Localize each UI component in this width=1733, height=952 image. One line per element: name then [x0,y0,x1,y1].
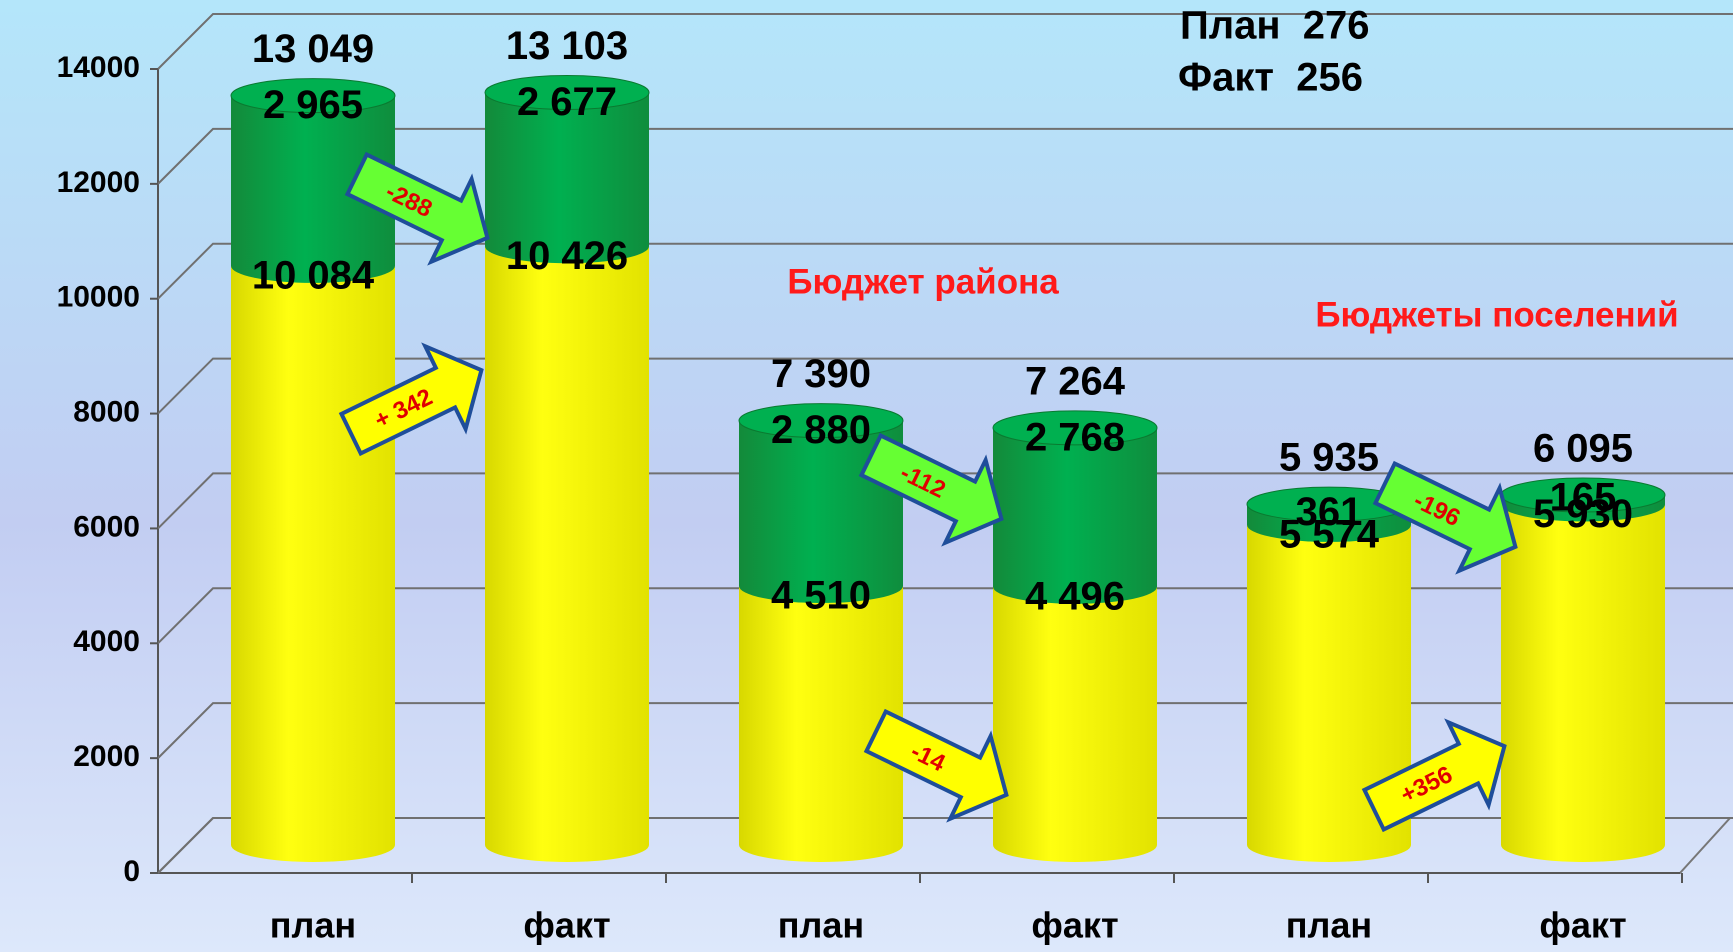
segment-label: 2 965 [263,83,363,127]
total-label: 13 103 [506,24,628,68]
arrow-shape [344,151,490,266]
bar-segment [1501,504,1665,845]
change-arrow: -14 [863,708,1009,823]
y-tick-label: 12000 [57,166,140,199]
bar-segment [485,92,649,247]
segment-label: 5 574 [1279,512,1380,556]
grid-line [157,817,1733,874]
x-tick-label: факт [523,905,610,946]
y-tick-label: 6000 [73,510,140,543]
total-label: 7 390 [771,352,871,396]
segment-label: 2 677 [517,80,617,124]
arrow-shape [338,342,484,457]
bar-top [484,75,650,111]
arrow-shape [858,432,1004,547]
annotations: План 276 Факт 256 Бюджет района Бюджеты … [787,4,1678,335]
x-tick-label: факт [1031,905,1118,946]
arrow-shape [1361,718,1507,833]
segment-label: 361 [1296,490,1363,534]
segment-label: 5 930 [1533,492,1633,536]
segment-label: 4 496 [1025,574,1125,618]
grid-line [157,702,1733,759]
segment-label: 2 880 [771,408,871,452]
y-tick-label: 4000 [73,625,140,658]
arrow-shape [863,708,1009,823]
bar-segment [485,246,649,846]
bar-segment [993,427,1157,587]
y-tick-label: 0 [123,855,140,888]
total-label: 13 049 [252,27,374,71]
total-label: 6 095 [1533,427,1633,471]
fact-note: Факт 256 [1178,56,1363,100]
change-arrow: -112 [858,432,1004,547]
grid-line [157,127,1733,185]
x-tick-label: план [1286,905,1372,946]
y-tick-label: 10000 [57,281,140,314]
y-tick-label: 8000 [73,395,140,428]
segment-label: 2 768 [1025,415,1125,459]
y-tick-label: 2000 [73,740,140,773]
total-label: 5 935 [1279,436,1379,480]
segment-label: 4 510 [771,574,871,618]
settlements-budget-label: Бюджеты поселений [1315,295,1678,334]
segment-label: 165 [1550,475,1617,519]
change-arrow: -196 [1372,460,1518,575]
x-tick-label: план [778,905,864,946]
grid-line [157,472,1733,530]
plan-note: План 276 [1180,4,1370,48]
y-tick-label: 14000 [57,51,140,84]
x-tick-label: план [270,905,356,946]
change-arrow: -288 [344,151,490,266]
grid-line [157,587,1733,644]
bar-top [738,403,904,439]
district-budget-label: Бюджет района [787,262,1059,301]
grid-line [157,357,1733,415]
total-label: 7 264 [1025,359,1126,403]
bar-segment [739,585,903,845]
segment-label: 10 084 [252,253,375,297]
arrow-shape [1372,460,1518,575]
grid-line [157,242,1733,300]
grid-line [157,13,1733,70]
bar-top [230,78,396,114]
segment-label: 10 426 [506,234,628,278]
bar-segment [993,586,1157,845]
bar-top [992,410,1158,446]
x-tick-label: факт [1539,905,1626,946]
bar-segment [231,265,395,846]
